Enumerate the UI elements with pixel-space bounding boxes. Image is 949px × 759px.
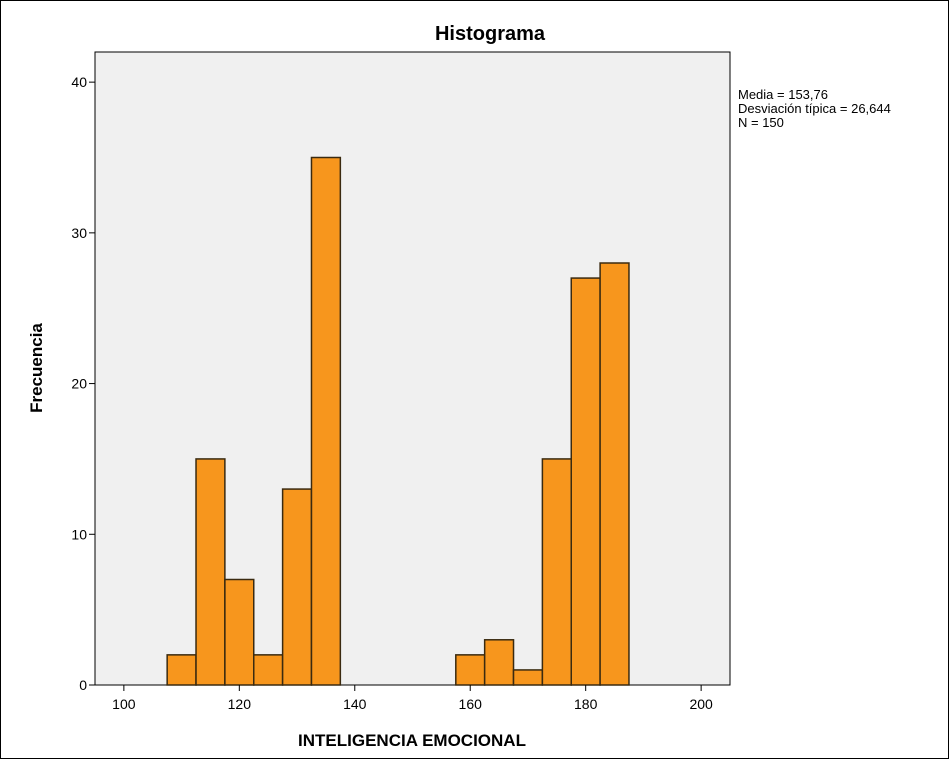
x-axis-label: INTELIGENCIA EMOCIONAL [298, 731, 526, 750]
x-tick-label: 120 [228, 696, 252, 712]
stats-mean: Media = 153,76 [738, 87, 828, 102]
x-tick-label: 100 [112, 696, 136, 712]
y-axis: 0 10 20 30 40 [71, 74, 95, 693]
histogram-bar [570, 277, 601, 686]
y-tick-label: 10 [71, 526, 87, 542]
histogram-bar [195, 458, 226, 686]
stats-std: Desviación típica = 26,644 [738, 101, 891, 116]
histogram-bar [599, 262, 630, 686]
histogram-bar [483, 639, 515, 686]
histogram-bar [224, 578, 255, 686]
y-tick-label: 0 [79, 677, 87, 693]
plot-area [94, 51, 731, 686]
x-axis: 100 120 140 160 180 200 [112, 685, 713, 712]
stats-n: N = 150 [738, 115, 784, 130]
x-tick-label: 160 [459, 696, 483, 712]
x-tick-label: 200 [689, 696, 713, 712]
bars-group [166, 156, 630, 686]
histogram-bar [281, 488, 313, 686]
histogram-bar [455, 654, 486, 686]
chart-title: Histograma [435, 23, 546, 45]
histogram-bar [253, 654, 284, 686]
histogram-bar [541, 458, 573, 686]
x-tick-label: 180 [574, 696, 598, 712]
y-tick-label: 30 [71, 225, 87, 241]
y-axis-label: Frecuencia [27, 323, 46, 413]
y-tick-label: 40 [71, 74, 87, 90]
stats-annotation: Media = 153,76 Desviación típica = 26,64… [738, 88, 891, 130]
histogram-bar [310, 156, 342, 686]
y-tick-label: 20 [71, 376, 87, 392]
histogram-bar [512, 669, 544, 686]
x-tick-label: 140 [343, 696, 367, 712]
histogram-bar [166, 654, 197, 686]
